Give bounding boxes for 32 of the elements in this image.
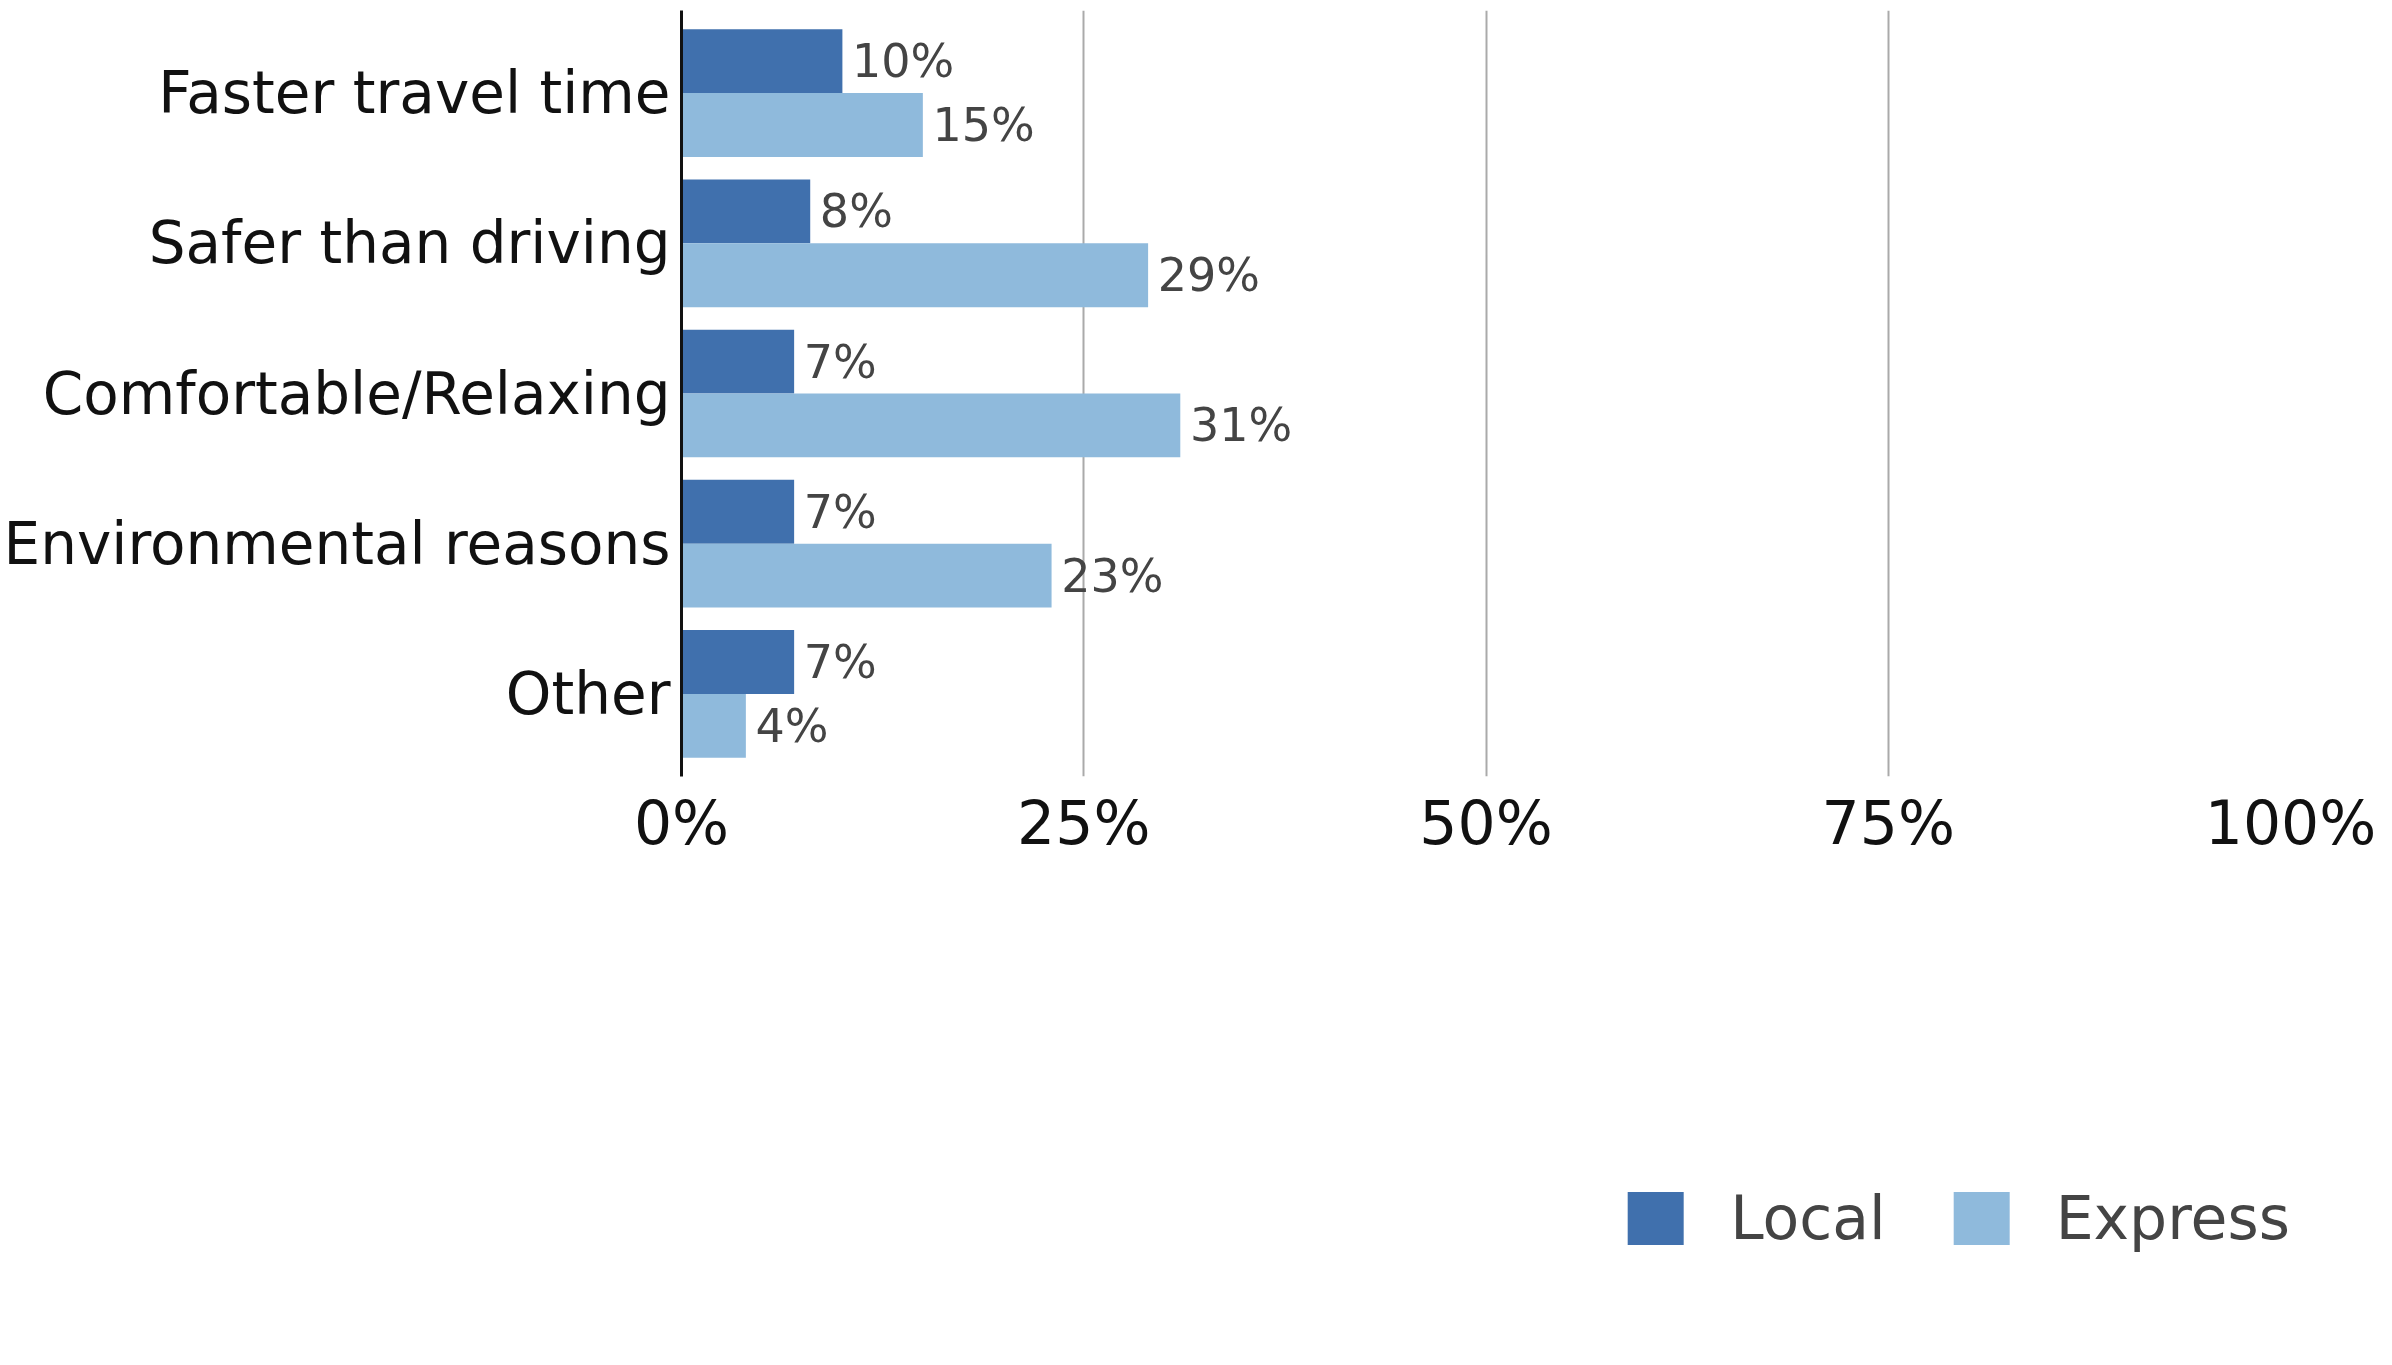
data-label: 7%: [803, 484, 877, 539]
bar: [681, 29, 843, 94]
y-tick-label: Other: [505, 659, 671, 728]
legend-label: Local: [1730, 1182, 1886, 1253]
data-label: 31%: [1189, 398, 1293, 453]
y-tick-label: Safer than driving: [148, 209, 671, 278]
legend-label: Express: [2055, 1182, 2290, 1253]
bar: [681, 179, 811, 244]
x-tick-label: 75%: [1821, 787, 1955, 858]
bar: [681, 243, 1149, 308]
y-tick-label: Faster travel time: [158, 59, 671, 128]
bar: [681, 329, 795, 394]
x-tick-label: 100%: [2204, 787, 2377, 858]
bar: [681, 630, 795, 694]
data-label: 7%: [803, 634, 877, 689]
x-tick-label: 50%: [1419, 787, 1553, 858]
bar: [681, 543, 1052, 608]
bar: [681, 93, 923, 157]
data-label: 8%: [819, 184, 893, 239]
y-tick-label: Comfortable/Relaxing: [42, 359, 671, 428]
y-tick-label: Environmental reasons: [3, 509, 671, 578]
data-label: 15%: [932, 98, 1035, 153]
data-label: 29%: [1157, 248, 1261, 303]
x-tick-label: 0%: [633, 787, 730, 858]
bar: [681, 393, 1181, 458]
data-label: 7%: [803, 334, 877, 389]
data-label: 10%: [852, 34, 955, 89]
bar: [681, 693, 746, 758]
x-tick-label: 25%: [1017, 787, 1151, 858]
data-label: 23%: [1061, 548, 1164, 603]
data-label: 4%: [755, 698, 829, 753]
bar: [681, 479, 795, 544]
